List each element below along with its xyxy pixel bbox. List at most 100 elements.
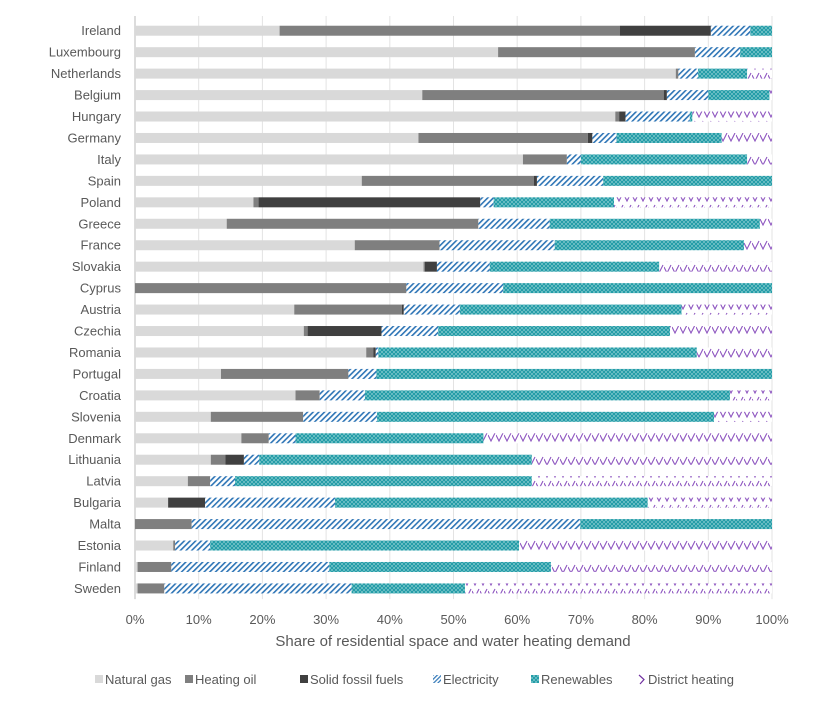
bar-segment-electricity bbox=[164, 583, 352, 594]
bars bbox=[135, 25, 772, 594]
bar-segment-heating-oil bbox=[226, 218, 479, 229]
bar-group-malta bbox=[135, 519, 772, 530]
bar-segment-renewables bbox=[364, 390, 730, 401]
bar-segment-electricity bbox=[243, 454, 260, 465]
bar-segment-electricity bbox=[319, 390, 365, 401]
bar-segment-natural-gas bbox=[135, 561, 138, 572]
legend-item-district-heating: District heating bbox=[638, 672, 734, 687]
bar-segment-district-heating bbox=[550, 561, 772, 572]
bar-segment-renewables bbox=[616, 132, 722, 143]
legend-swatch bbox=[300, 675, 308, 683]
bar-segment-electricity bbox=[175, 540, 211, 551]
bar-segment-electricity bbox=[268, 433, 296, 444]
bar-segment-heating-oil bbox=[422, 90, 664, 101]
bar-segment-district-heating bbox=[692, 111, 772, 122]
x-tick-labels: 0% 10% 20% 30% 40% 50% 60% 70% 80% 90% 100% bbox=[126, 612, 789, 627]
bar-segment-district-heating bbox=[714, 411, 772, 422]
legend-item-natural-gas: Natural gas bbox=[95, 672, 172, 687]
bar-group-sweden bbox=[135, 583, 772, 594]
bar-segment-solid-fossil-fuels bbox=[373, 347, 376, 358]
bar-segment-heating-oil bbox=[137, 561, 172, 572]
x-tick-label: 10% bbox=[186, 612, 212, 627]
bar-group-czechia bbox=[135, 326, 772, 337]
category-label: Italy bbox=[97, 152, 121, 167]
bar-segment-heating-oil bbox=[615, 111, 620, 122]
category-label: Germany bbox=[68, 130, 122, 145]
legend-label: District heating bbox=[648, 672, 734, 687]
category-label: Malta bbox=[89, 517, 122, 532]
bar-segment-renewables bbox=[698, 68, 748, 79]
x-tick-label: 70% bbox=[568, 612, 594, 627]
bar-segment-district-heating bbox=[519, 540, 772, 551]
bar-segment-natural-gas bbox=[135, 368, 221, 379]
bar-segment-natural-gas bbox=[135, 326, 304, 337]
bar-segment-natural-gas bbox=[135, 497, 169, 508]
bar-segment-renewables bbox=[377, 411, 715, 422]
bar-segment-electricity bbox=[694, 47, 741, 58]
category-label: Hungary bbox=[72, 109, 122, 124]
bar-segment-electricity bbox=[406, 283, 504, 294]
bar-segment-district-heating bbox=[769, 90, 772, 101]
bar-segment-renewables bbox=[259, 454, 532, 465]
bar-segment-solid-fossil-fuels bbox=[424, 261, 437, 272]
bar-segment-heating-oil bbox=[135, 519, 192, 530]
x-tick-label: 40% bbox=[377, 612, 403, 627]
bar-segment-natural-gas bbox=[135, 25, 280, 36]
bar-segment-natural-gas bbox=[135, 433, 242, 444]
category-label: Portugal bbox=[73, 366, 122, 381]
bar-segment-renewables bbox=[235, 476, 532, 487]
bar-segment-district-heating bbox=[729, 390, 772, 401]
legend-label: Heating oil bbox=[195, 672, 257, 687]
bar-segment-renewables bbox=[603, 175, 772, 186]
bar-segment-heating-oil bbox=[303, 326, 308, 337]
bar-segment-heating-oil bbox=[675, 68, 679, 79]
bar-group-austria bbox=[135, 304, 772, 315]
bar-segment-district-heating bbox=[747, 68, 772, 79]
bar-segment-electricity bbox=[191, 519, 581, 530]
x-tick-label: 100% bbox=[755, 612, 789, 627]
bar-segment-renewables bbox=[549, 218, 760, 229]
bar-group-estonia bbox=[135, 540, 772, 551]
bar-segment-solid-fossil-fuels bbox=[619, 111, 626, 122]
bar-segment-district-heating bbox=[659, 261, 772, 272]
bar-segment-natural-gas bbox=[135, 540, 174, 551]
legend-swatch bbox=[531, 675, 539, 683]
category-label: Poland bbox=[81, 195, 121, 210]
bar-segment-heating-oil bbox=[418, 132, 588, 143]
bar-segment-electricity bbox=[348, 368, 377, 379]
bar-group-spain bbox=[135, 175, 772, 186]
x-axis-title: Share of residential space and water hea… bbox=[275, 633, 630, 650]
bar-segment-natural-gas bbox=[135, 218, 227, 229]
bar-segment-natural-gas bbox=[135, 197, 254, 208]
category-label: Estonia bbox=[78, 538, 122, 553]
bar-segment-district-heating bbox=[743, 240, 772, 251]
bar-group-luxembourg bbox=[135, 47, 772, 58]
bar-segment-solid-fossil-fuels bbox=[225, 454, 244, 465]
bar-segment-natural-gas bbox=[135, 175, 362, 186]
bar-segment-electricity bbox=[625, 111, 690, 122]
bar-segment-heating-oil bbox=[295, 390, 320, 401]
category-label: Slovakia bbox=[72, 259, 122, 274]
category-label: Spain bbox=[88, 173, 121, 188]
bar-group-italy bbox=[135, 154, 772, 165]
bar-segment-electricity bbox=[403, 304, 460, 315]
category-labels: Ireland Luxembourg Netherlands Belgium Hunga… bbox=[49, 23, 122, 596]
x-tick-label: 20% bbox=[249, 612, 275, 627]
bar-segment-solid-fossil-fuels bbox=[619, 25, 711, 36]
legend-label: Solid fossil fuels bbox=[310, 672, 404, 687]
bar-segment-electricity bbox=[436, 261, 490, 272]
bar-segment-district-heating bbox=[483, 433, 772, 444]
bar-segment-natural-gas bbox=[135, 583, 138, 594]
bar-segment-solid-fossil-fuels bbox=[533, 175, 537, 186]
bar-segment-natural-gas bbox=[135, 411, 211, 422]
bar-group-greece bbox=[135, 218, 772, 229]
bar-segment-renewables bbox=[708, 90, 770, 101]
bar-segment-natural-gas bbox=[135, 390, 296, 401]
category-label: Lithuania bbox=[68, 452, 122, 467]
bar-segment-district-heating bbox=[747, 154, 772, 165]
bar-segment-electricity bbox=[666, 90, 709, 101]
bar-segment-natural-gas bbox=[135, 68, 676, 79]
bar-group-bulgaria bbox=[135, 497, 772, 508]
bar-segment-natural-gas bbox=[135, 47, 499, 58]
bar-segment-electricity bbox=[592, 132, 617, 143]
